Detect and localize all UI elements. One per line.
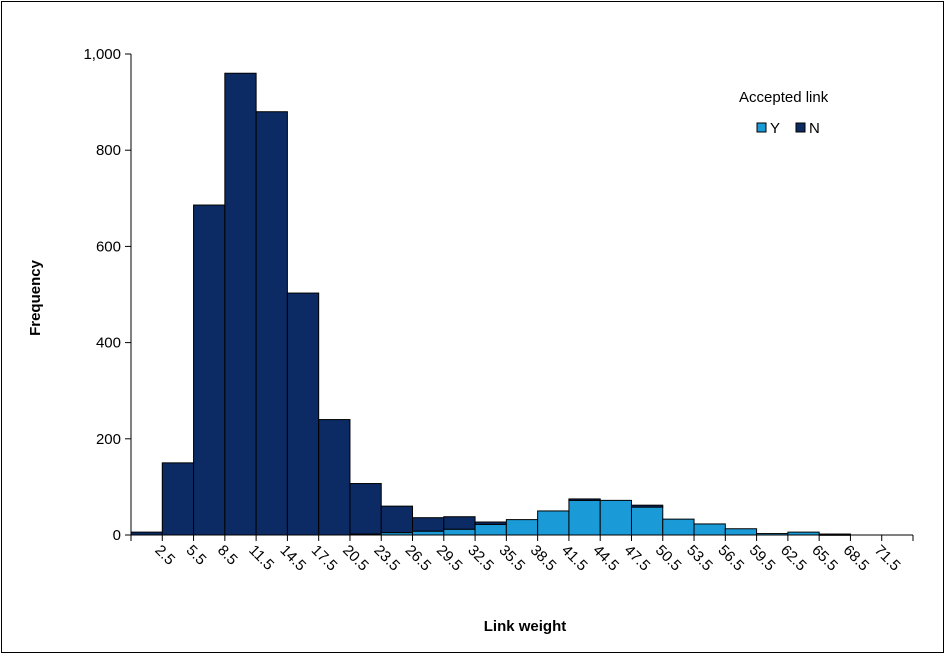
x-tick-label: 2.5 bbox=[151, 542, 178, 569]
y-tick-label: 800 bbox=[96, 142, 121, 159]
x-tick-label: 38.5 bbox=[527, 542, 560, 575]
bar-n-2 bbox=[193, 204, 226, 536]
bar-n-4 bbox=[255, 111, 288, 536]
x-tick-label: 35.5 bbox=[496, 542, 529, 575]
bar-y-15 bbox=[599, 499, 632, 536]
x-tick-label: 53.5 bbox=[683, 542, 716, 575]
x-tick-label: 29.5 bbox=[433, 542, 466, 575]
x-tick-label: 62.5 bbox=[777, 542, 810, 575]
x-tick-label: 71.5 bbox=[871, 542, 904, 575]
bar-n-6 bbox=[318, 419, 351, 536]
x-tick-label: 17.5 bbox=[308, 542, 341, 575]
bar-n-14 bbox=[568, 498, 601, 501]
x-tick-label: 32.5 bbox=[464, 542, 497, 575]
x-tick-label: 41.5 bbox=[558, 542, 591, 575]
bar-y-11 bbox=[474, 523, 507, 536]
bar-n-1 bbox=[161, 462, 195, 536]
y-tick-label: 200 bbox=[96, 431, 121, 448]
bar-y-13 bbox=[537, 510, 570, 536]
bar-y-18 bbox=[693, 523, 726, 536]
x-tick-label: 11.5 bbox=[245, 542, 277, 574]
bar-y-16 bbox=[630, 506, 664, 536]
legend-swatch-y bbox=[756, 122, 767, 133]
x-tick-label: 65.5 bbox=[808, 542, 841, 575]
bar-n-7 bbox=[349, 483, 382, 535]
x-tick-label: 5.5 bbox=[183, 542, 210, 569]
y-tick-label: 0 bbox=[113, 527, 121, 544]
y-axis-label: Frequency bbox=[27, 259, 44, 336]
bar-y-19 bbox=[724, 528, 758, 536]
y-tick-label: 600 bbox=[96, 238, 121, 255]
x-tick-label: 26.5 bbox=[402, 542, 435, 575]
legend-label-y: Y bbox=[770, 120, 780, 137]
bar-n-8 bbox=[380, 505, 414, 534]
bar-n-11 bbox=[474, 521, 507, 525]
bar-n-3 bbox=[224, 72, 257, 536]
x-tick-label: 47.5 bbox=[621, 542, 654, 575]
x-tick-label: 20.5 bbox=[339, 542, 372, 575]
bar-n-9 bbox=[412, 517, 445, 532]
x-tick-label: 56.5 bbox=[714, 542, 747, 575]
x-tick-label: 68.5 bbox=[840, 542, 873, 575]
bar-y-12 bbox=[505, 519, 539, 536]
y-tick-label: 1,000 bbox=[83, 46, 121, 63]
bar-y-17 bbox=[662, 518, 695, 536]
x-tick-label: 59.5 bbox=[746, 542, 779, 575]
x-tick-label: 14.5 bbox=[277, 542, 310, 575]
x-tick-label: 44.5 bbox=[589, 542, 622, 575]
x-tick-label: 50.5 bbox=[652, 542, 685, 575]
bar-n-5 bbox=[286, 292, 320, 536]
bar-n-10 bbox=[443, 516, 476, 530]
legend-label-n: N bbox=[809, 120, 820, 137]
bar-y-14 bbox=[568, 499, 601, 536]
bars-layer bbox=[130, 72, 851, 536]
bar-y-10 bbox=[443, 528, 476, 536]
x-axis-label: Link weight bbox=[484, 618, 567, 635]
legend: Accepted link Y N bbox=[739, 89, 829, 137]
legend-title: Accepted link bbox=[739, 89, 829, 106]
bar-n-16 bbox=[630, 504, 664, 508]
x-tick-label: 23.5 bbox=[370, 542, 403, 575]
y-tick-label: 400 bbox=[96, 335, 121, 352]
bar-y-9 bbox=[412, 530, 445, 536]
legend-swatch-n bbox=[795, 122, 806, 133]
x-tick-label: 8.5 bbox=[214, 542, 241, 569]
